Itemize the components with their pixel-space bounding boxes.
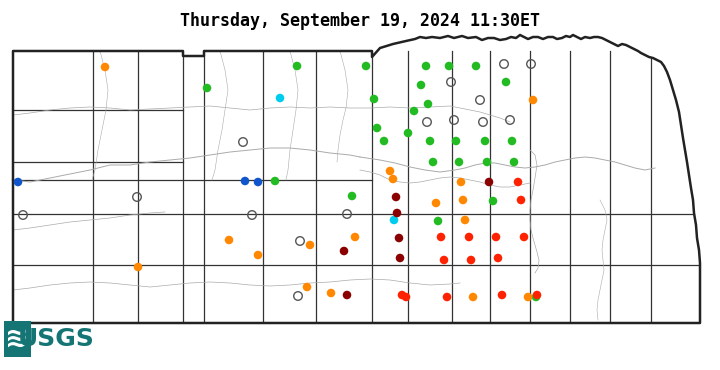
Point (474, 97, 486, 103)
Point (239, 178, 251, 184)
Point (438, 257, 450, 263)
Point (274, 95, 286, 101)
Point (427, 159, 438, 165)
Point (487, 198, 499, 204)
Point (132, 264, 144, 270)
Point (252, 252, 264, 258)
Point (508, 159, 520, 165)
Point (512, 179, 523, 185)
Point (455, 179, 467, 185)
Point (531, 292, 543, 298)
Point (506, 138, 518, 144)
Point (500, 79, 512, 85)
Point (131, 194, 143, 200)
Point (12, 179, 24, 185)
Point (522, 294, 534, 300)
Point (424, 138, 436, 144)
Point (341, 211, 353, 217)
Point (435, 234, 446, 240)
Point (422, 101, 433, 107)
Point (444, 63, 455, 69)
Point (498, 61, 510, 67)
Point (408, 108, 420, 114)
Point (223, 237, 235, 243)
Point (421, 119, 433, 125)
Point (527, 97, 539, 103)
Point (530, 294, 541, 300)
Point (432, 218, 444, 224)
Point (450, 138, 462, 144)
Point (294, 238, 306, 244)
Point (449, 117, 460, 123)
Point (420, 63, 432, 69)
Point (238, 139, 249, 145)
Point (372, 125, 383, 131)
Point (454, 159, 465, 165)
Point (459, 217, 471, 223)
Point (431, 200, 442, 206)
Point (390, 194, 402, 200)
Point (291, 63, 303, 69)
Point (292, 293, 304, 299)
Point (17, 212, 29, 218)
Point (252, 179, 264, 185)
Point (378, 138, 390, 144)
Point (384, 168, 396, 174)
Point (480, 138, 491, 144)
Point (496, 292, 508, 298)
Point (246, 212, 258, 218)
Point (526, 61, 537, 67)
Point (388, 217, 400, 223)
Point (338, 248, 350, 254)
Point (463, 234, 474, 240)
Point (99, 64, 111, 70)
Point (391, 210, 402, 216)
Point (325, 290, 337, 296)
Point (465, 257, 477, 263)
Point (269, 178, 281, 184)
Point (301, 284, 312, 290)
Point (360, 63, 372, 69)
Point (202, 85, 213, 91)
Point (349, 234, 361, 240)
Point (445, 79, 456, 85)
Point (346, 193, 358, 199)
Point (467, 294, 479, 300)
Point (483, 179, 495, 185)
Point (396, 292, 408, 298)
Point (490, 234, 502, 240)
Point (400, 294, 412, 300)
Point (341, 292, 353, 298)
Point (477, 119, 489, 125)
Point (395, 255, 406, 261)
Point (441, 294, 453, 300)
Point (368, 96, 379, 102)
Point (492, 255, 504, 261)
Point (516, 197, 527, 203)
Point (305, 242, 316, 248)
Point (470, 63, 482, 69)
Point (393, 235, 405, 241)
Point (518, 234, 530, 240)
Point (481, 159, 492, 165)
Polygon shape (13, 35, 700, 323)
Point (402, 130, 414, 136)
Text: Thursday, September 19, 2024 11:30ET: Thursday, September 19, 2024 11:30ET (180, 12, 540, 30)
Point (504, 117, 516, 123)
Point (387, 176, 399, 182)
Point (457, 197, 469, 203)
Point (415, 82, 427, 88)
